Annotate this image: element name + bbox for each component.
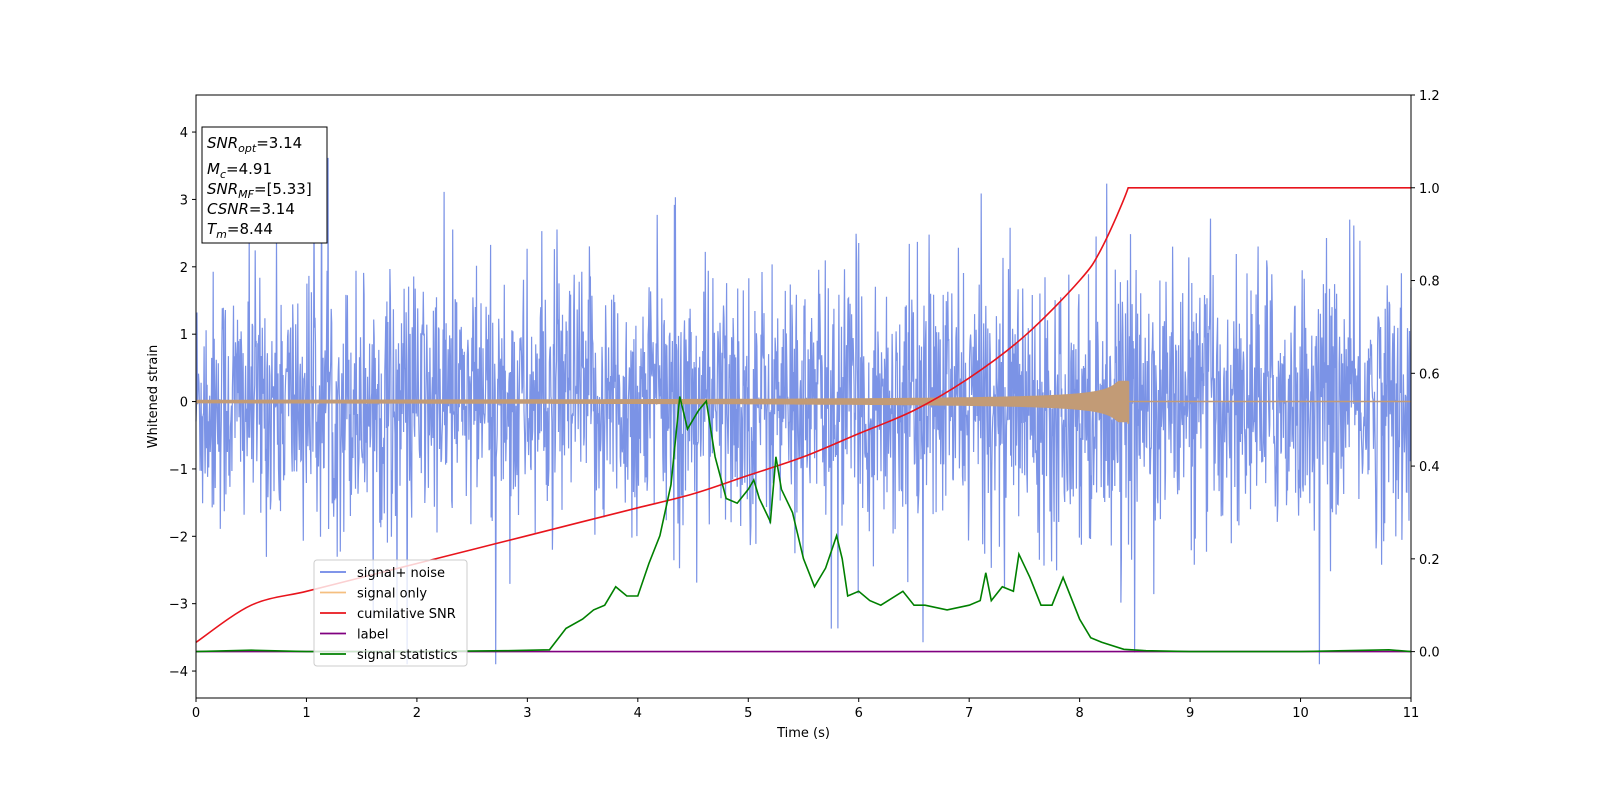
plot-frame <box>195 94 1412 699</box>
info-box-border <box>201 126 328 244</box>
x-tick-label: 3 <box>523 706 531 721</box>
x-tick-label: 5 <box>744 706 752 721</box>
x-tick-label: 6 <box>855 706 863 721</box>
info-line: SNRopt=3.14 <box>207 134 302 155</box>
y-axis-right: 0.0 0.2 0.4 0.6 0.8 1.0 1.2 <box>1411 89 1440 661</box>
y2-tick-label: 1.0 <box>1419 182 1440 197</box>
x-tick-label: 0 <box>192 706 200 721</box>
y-tick-label: −4 <box>169 665 188 680</box>
signal-only-series <box>195 380 1411 424</box>
x-tick-label: 1 <box>302 706 310 721</box>
legend-entry-label: signal+ noise <box>357 566 445 581</box>
y-tick-label: −2 <box>169 530 188 545</box>
x-tick-label: 9 <box>1186 706 1194 721</box>
x-tick-label: 8 <box>1075 706 1083 721</box>
x-tick-label: 2 <box>413 706 421 721</box>
info-line: SNRMF=[5.33] <box>207 180 312 201</box>
signal-statistics-line <box>195 396 1412 653</box>
y-tick-label: −3 <box>169 598 188 613</box>
signal-noise-line <box>195 146 1412 665</box>
y-tick-label: 1 <box>180 328 188 343</box>
signal-noise-series <box>195 146 1412 665</box>
y-tick-label: 2 <box>180 261 188 276</box>
y-tick-label: 4 <box>180 126 188 141</box>
y-tick-label: 0 <box>180 396 188 411</box>
info-line: Mc=4.91 <box>207 160 272 181</box>
legend-entry-label: signal statistics <box>357 648 458 663</box>
x-axis: 0 1 2 3 4 5 6 7 8 9 10 11 <box>192 698 1419 721</box>
x-axis-label: Time (s) <box>776 726 830 741</box>
x-tick-label: 10 <box>1292 706 1309 721</box>
y2-tick-label: 0.6 <box>1419 367 1440 382</box>
y-tick-label: −1 <box>169 463 188 478</box>
x-tick-label: 4 <box>634 706 642 721</box>
y-tick-label: 3 <box>180 193 188 208</box>
legend-entry-label: label <box>357 628 388 643</box>
y-axis-label: Whitened strain <box>146 345 161 448</box>
x-tick-label: 11 <box>1403 706 1420 721</box>
y2-tick-label: 0.2 <box>1419 553 1440 568</box>
legend-entry-label: signal only <box>357 587 427 602</box>
info-line: CSNR=3.14 <box>207 200 295 218</box>
legend: signal+ noise signal only cumilative SNR la… <box>313 559 468 667</box>
info-line: Tm=8.44 <box>207 220 273 241</box>
y2-tick-label: 1.2 <box>1419 89 1440 104</box>
legend-entry-label: cumilative SNR <box>357 607 456 622</box>
y-axis-left: −4 −3 −2 −1 0 1 2 3 4 <box>169 126 196 680</box>
y2-tick-label: 0.0 <box>1419 646 1440 661</box>
y2-tick-label: 0.4 <box>1419 460 1440 475</box>
y2-tick-label: 0.8 <box>1419 275 1440 290</box>
legend-frame <box>313 559 468 667</box>
x-tick-label: 7 <box>965 706 973 721</box>
